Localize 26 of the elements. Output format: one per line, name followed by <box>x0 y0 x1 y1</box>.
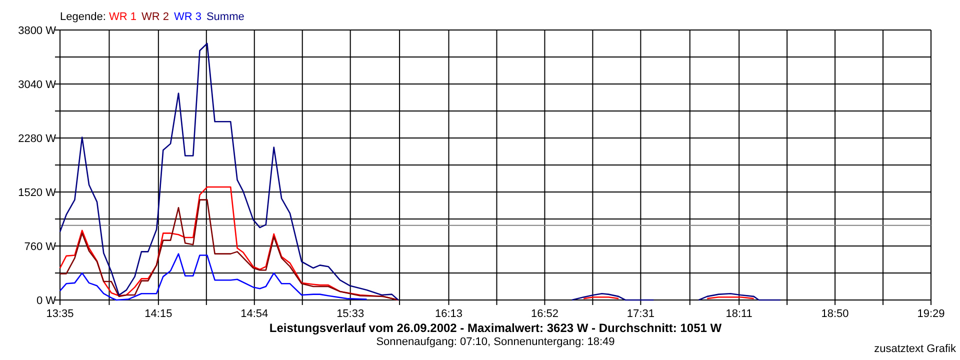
y-tick-label: 3040 W <box>18 79 57 91</box>
y-tick-label: 1520 W <box>18 187 57 199</box>
text: WR 3 <box>174 11 202 23</box>
line-series <box>59 253 368 301</box>
line-series <box>59 199 399 301</box>
x-tick-label: 16:52 <box>530 308 558 320</box>
x-tick-label: 14:15 <box>144 308 172 320</box>
x-tick-label: 18:11 <box>726 308 752 320</box>
y-tick-label: 0 W <box>36 295 57 307</box>
text: Sonnenaufgang: 07:10, Sonnenuntergang: 18:49 <box>376 336 615 348</box>
y-tick-label: 3800 W <box>18 25 57 37</box>
x-tick-label: 15:33 <box>336 308 364 320</box>
y-tick-label: 2280 W <box>18 133 57 145</box>
x-tick-label: 14:54 <box>240 308 268 320</box>
text: zusatztext Grafik <box>874 343 956 355</box>
x-tick-label: 16:13 <box>434 308 463 320</box>
text: WR 2 <box>141 11 169 23</box>
x-tick-label: 13:35 <box>46 308 74 320</box>
x-tick-label: 18:50 <box>821 308 849 320</box>
text: Leistungsverlauf vom 26.09.2002 - Maximalwert: 3623 W - Durchschnitt: 1051 W <box>269 321 722 335</box>
x-tick-label: 17:31 <box>626 308 654 320</box>
text: WR 1 <box>108 11 136 23</box>
legend-title: Legende: <box>60 11 109 23</box>
series-label: Summe <box>206 11 244 23</box>
x-tick-label: 19:29 <box>917 308 945 320</box>
y-tick-label: 760 W <box>24 241 57 253</box>
